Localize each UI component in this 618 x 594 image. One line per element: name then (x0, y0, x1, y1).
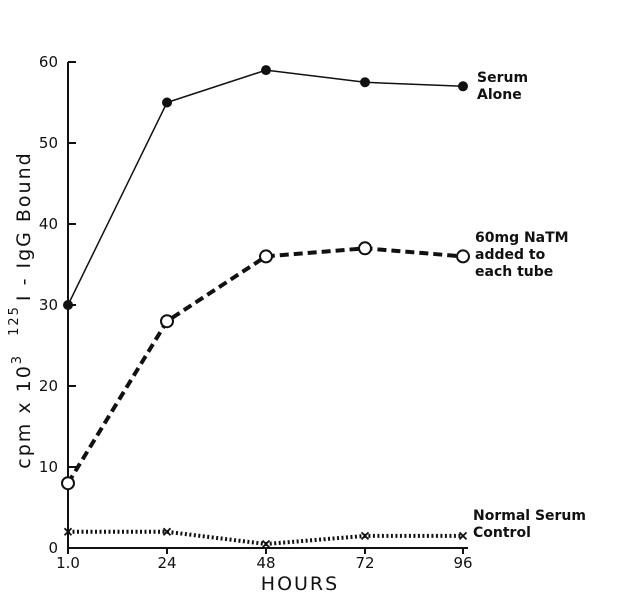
series-labels: Serum Alone 60mg NaTM added to each tube Norm… (473, 70, 586, 541)
data-point-serum-alone (458, 81, 468, 92)
series-label-normal-serum-control: Normal Serum Control (473, 508, 586, 541)
data-point-natm-added (259, 249, 273, 264)
data-point-serum-alone (360, 77, 370, 88)
data-point-natm-added (160, 314, 174, 329)
series-line-natm-added (66, 246, 464, 485)
y-axis-title: cpm x 103 125 I - IgG Bound (7, 151, 35, 468)
y-axis-title-rest: I - IgG Bound (13, 151, 35, 301)
x-tick-label: 96 (453, 554, 472, 572)
data-point-normal-serum-control (360, 531, 370, 540)
series-line-normal-serum-control (68, 529, 463, 546)
x-tick-label: 24 (157, 554, 176, 572)
y-tick-label: 0 (48, 539, 58, 557)
data-point-natm-added (61, 476, 75, 491)
data-point-normal-serum-control (63, 527, 73, 536)
series-markers (61, 65, 470, 549)
x-axis-title: HOURS (261, 573, 339, 594)
y-tick-label: 10 (39, 458, 58, 476)
y-tick-label: 60 (39, 53, 58, 71)
y-tick-label: 50 (39, 134, 58, 152)
data-point-normal-serum-control (162, 527, 172, 536)
data-point-serum-alone (63, 300, 73, 310)
data-point-serum-alone (162, 97, 172, 108)
svg-text:cpm x 103125I - IgG Bound: cpm x 103 125 I - IgG Bound (7, 151, 35, 468)
x-tick-label: 48 (256, 554, 275, 572)
data-point-natm-added (358, 241, 372, 256)
y-tick-label: 40 (39, 215, 58, 233)
y-axis-title-exp: 3 (10, 354, 25, 364)
axes (67, 62, 468, 549)
series-lines (66, 69, 464, 546)
x-tick-label: 1.0 (56, 554, 80, 572)
data-point-serum-alone (261, 65, 271, 76)
series-label-natm-added: 60mg NaTM added to each tube (475, 230, 569, 280)
y-tick-label: 20 (39, 377, 58, 395)
data-point-natm-added (456, 249, 470, 264)
series-line-serum-alone (67, 69, 464, 306)
ticks: 0 10 20 30 40 50 60 1.0 24 48 72 96 (39, 53, 473, 572)
x-tick-label: 72 (355, 554, 374, 572)
data-point-normal-serum-control (458, 531, 468, 540)
y-axis-title-iso: 125 (7, 305, 22, 336)
y-axis-title-main: cpm x 10 (13, 364, 35, 469)
data-point-normal-serum-control (261, 539, 271, 549)
y-tick-label: 30 (39, 296, 58, 314)
series-label-serum-alone: Serum Alone (477, 70, 528, 103)
